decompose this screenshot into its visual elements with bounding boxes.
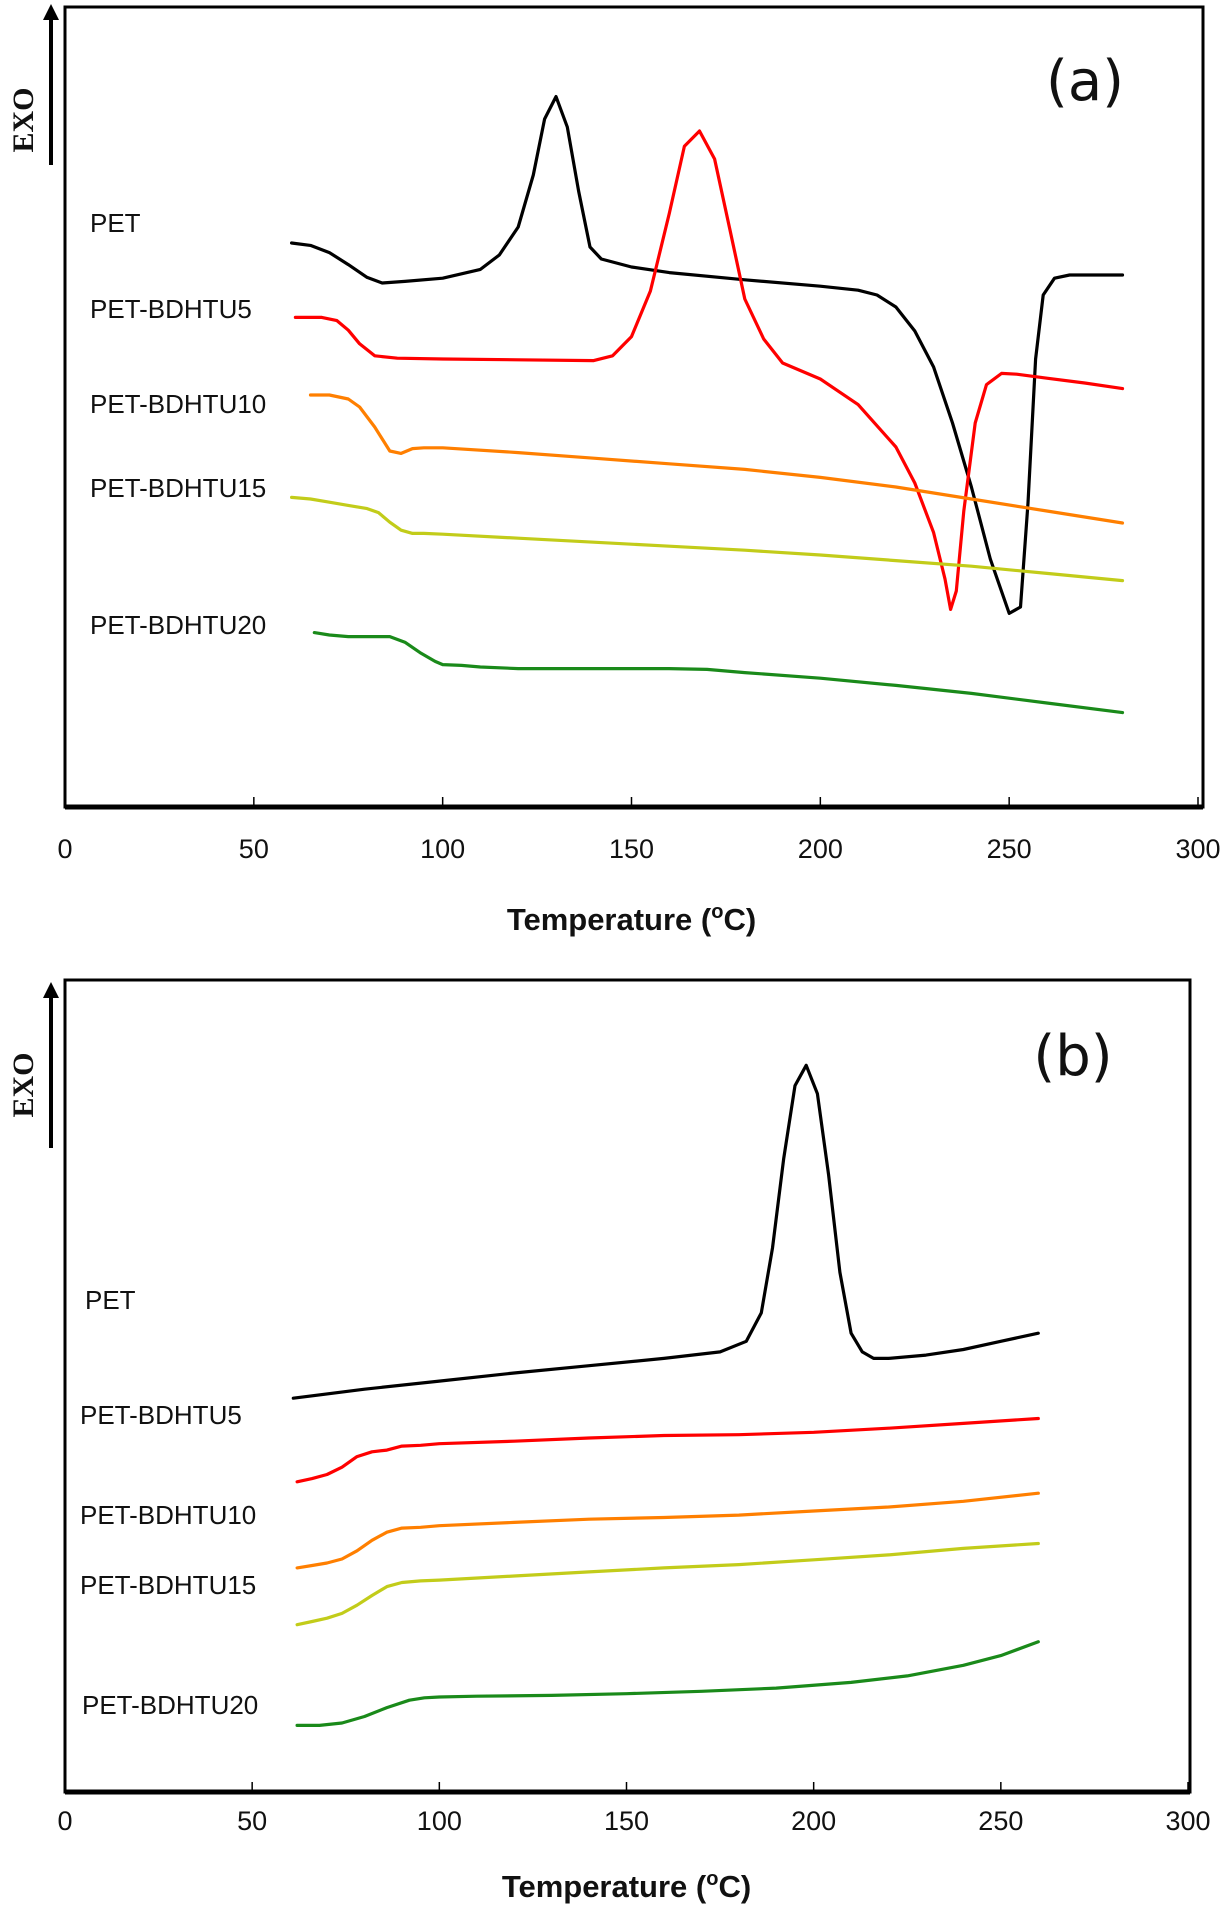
series-line-pet-bdhtu15	[295, 1541, 1040, 1627]
x-tick-label: 100	[420, 834, 465, 864]
series-label-pet-bdhtu20: PET-BDHTU20	[82, 1690, 258, 1720]
series-line-pet-bdhtu15	[290, 495, 1125, 583]
exo-arrow-icon	[43, 982, 59, 998]
x-tick-label: 50	[239, 834, 269, 864]
series-label-pet-bdhtu5: PET-BDHTU5	[80, 1400, 242, 1430]
exo-arrow-icon	[43, 4, 59, 20]
series-label-pet-bdhtu15: PET-BDHTU15	[90, 473, 266, 503]
x-tick-label: 0	[57, 1806, 72, 1836]
series-label-pet-bdhtu20: PET-BDHTU20	[90, 610, 266, 640]
series-label-pet-bdhtu15: PET-BDHTU15	[80, 1570, 256, 1600]
series-label-pet-bdhtu5: PET-BDHTU5	[90, 294, 252, 324]
y-axis-title-exo: EXO	[7, 1052, 40, 1117]
x-tick-label: 50	[237, 1806, 267, 1836]
x-tick-label: 200	[791, 1806, 836, 1836]
series-line-pet-bdhtu5	[293, 129, 1125, 612]
series-line-pet-bdhtu10	[308, 393, 1125, 525]
series-line-pet-bdhtu10	[295, 1491, 1040, 1570]
series-label-pet-bdhtu10: PET-BDHTU10	[80, 1500, 256, 1530]
x-tick-label: 150	[609, 834, 654, 864]
series-line-pet	[291, 1063, 1040, 1400]
x-tick-label: 300	[1175, 834, 1220, 864]
plot-frame	[63, 978, 1192, 1794]
panel-b: 0 50 100 150 200 250 300 Temperature (oC) EXO (b)…	[7, 978, 1211, 1904]
x-tick-label: 200	[798, 834, 843, 864]
x-axis-title: Temperature (oC)	[507, 901, 756, 937]
series-line-pet-bdhtu20	[312, 630, 1125, 715]
x-tick-label: 100	[417, 1806, 462, 1836]
x-tick-label: 250	[978, 1806, 1023, 1836]
series-line-pet	[290, 94, 1125, 616]
series-line-pet-bdhtu5	[295, 1416, 1040, 1484]
x-axis-title: Temperature (oC)	[502, 1868, 751, 1904]
x-tick-label: 0	[57, 834, 72, 864]
panel-label: (b)	[1033, 1024, 1112, 1089]
series-label-pet-bdhtu10: PET-BDHTU10	[90, 389, 266, 419]
series-label-pet: PET	[85, 1285, 136, 1315]
y-axis-title-exo: EXO	[7, 87, 40, 152]
panel-label: (a)	[1046, 49, 1124, 114]
series-line-pet-bdhtu20	[295, 1640, 1040, 1728]
series-label-pet: PET	[90, 208, 141, 238]
x-tick-label: 150	[604, 1806, 649, 1836]
x-tick-label: 300	[1165, 1806, 1210, 1836]
x-tick-label: 250	[987, 834, 1032, 864]
panel-a: 0 50 100 150 200 250 300 Temperature (oC) EXO (a)…	[7, 4, 1221, 937]
